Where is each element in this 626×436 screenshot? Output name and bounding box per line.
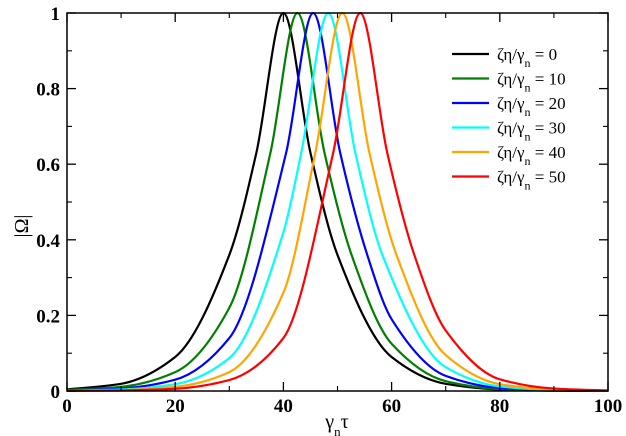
x-axis-label-tail: τ	[341, 411, 349, 433]
tick-labels: 0 20 40 60 80 100 0 0.2 0.4 0.6 0.8 1	[36, 4, 622, 417]
x-tick-label-1: 20	[166, 396, 185, 417]
x-tick-label-2: 40	[274, 396, 293, 417]
y-tick-label-5: 1	[51, 4, 61, 25]
y-tick-label-0: 0	[51, 382, 61, 403]
legend-label-1: ζη/γn = 10	[497, 70, 566, 95]
y-tick-label-1: 0.2	[36, 306, 60, 327]
y-tick-label-2: 0.4	[36, 231, 60, 252]
x-axis-label-sub: n	[334, 424, 341, 436]
tick-marks	[66, 12, 609, 392]
legend-label-4: ζη/γn = 40	[497, 143, 566, 168]
y-tick-label-4: 0.8	[36, 80, 60, 101]
x-tick-label-0: 0	[62, 396, 72, 417]
x-tick-label-5: 100	[594, 396, 623, 417]
legend-label-3: ζη/γn = 30	[497, 119, 566, 144]
legend-label-5: ζη/γn = 50	[497, 168, 566, 193]
legend-label-2: ζη/γn = 20	[497, 94, 566, 119]
x-tick-label-4: 80	[490, 396, 509, 417]
x-axis-label: γnτ	[324, 411, 348, 436]
series-line-2	[66, 11, 609, 392]
x-tick-label-3: 60	[382, 396, 401, 417]
legend-label-0: ζη/γn = 0	[497, 45, 557, 70]
y-tick-label-3: 0.6	[36, 155, 60, 176]
series-line-1	[66, 11, 609, 393]
y-axis-label: |Ω|	[11, 215, 33, 238]
x-axis-label-main: γ	[324, 411, 334, 433]
